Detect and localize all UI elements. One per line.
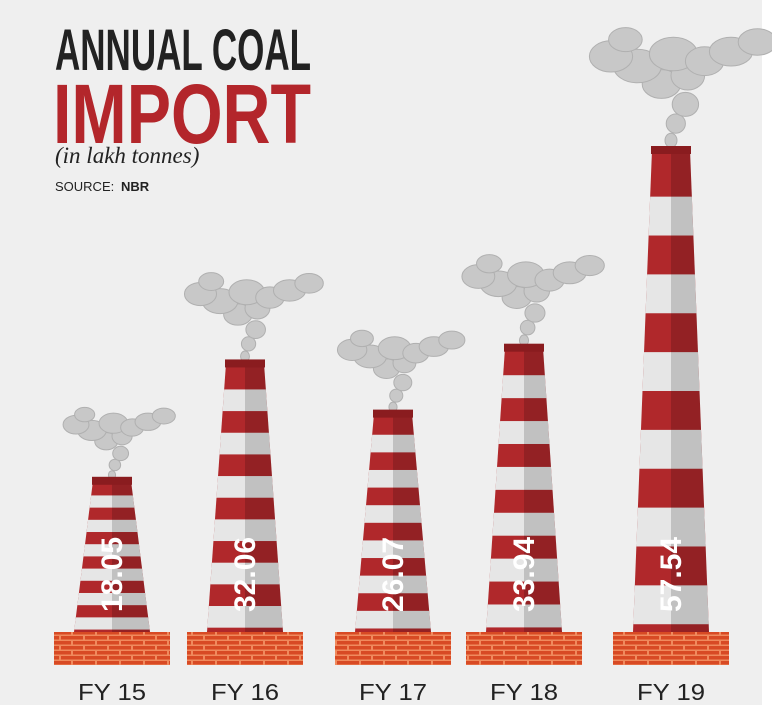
source-label: SOURCE: (55, 179, 114, 194)
value-label: 33.94 (508, 537, 541, 612)
smoke-puff (665, 133, 677, 147)
value-label: 26.07 (377, 537, 410, 612)
brick-base (54, 632, 170, 665)
chimney-cap (504, 344, 544, 352)
smoke-puff (672, 92, 698, 116)
smoke-puff (439, 331, 465, 349)
smoke-puff (575, 255, 604, 275)
smoke-puff (351, 330, 374, 346)
chart: ANNUAL COAL IMPORT (in lakh tonnes) SOUR… (0, 0, 772, 715)
smoke-puff (75, 407, 95, 421)
smoke-puff (525, 304, 545, 322)
smoke-puff (246, 321, 266, 339)
subtitle: (in lakh tonnes) (55, 143, 199, 168)
smoke-puff (520, 320, 535, 335)
smoke-puff (666, 114, 685, 133)
smoke-puff (738, 29, 772, 55)
brick-base (613, 632, 729, 665)
smoke-puff (113, 446, 129, 460)
smoke-puff (609, 28, 643, 52)
value-label: 32.06 (229, 537, 262, 612)
smoke-puff (152, 408, 175, 424)
x-tick-label: FY 15 (78, 679, 146, 705)
brick-base (335, 632, 451, 665)
brick-base (466, 632, 582, 665)
chimney-cap (92, 477, 132, 485)
x-tick-label: FY 19 (637, 679, 705, 705)
x-tick-label: FY 16 (211, 679, 279, 705)
smoke-puff (241, 337, 255, 351)
chimney-cap (373, 410, 413, 418)
smoke-puff (477, 255, 503, 273)
x-tick-label: FY 17 (359, 679, 427, 705)
x-tick-label: FY 18 (490, 679, 558, 705)
value-label: 57.54 (655, 537, 688, 612)
chimney-cap (651, 146, 691, 154)
brick-base (187, 632, 303, 665)
page: {"chart_data": {"type": "bar", "title": … (0, 0, 772, 715)
smoke-puff (295, 274, 323, 294)
smoke-puff (394, 374, 412, 390)
chimney-cap (225, 359, 265, 367)
value-label: 18.05 (96, 537, 129, 612)
smoke-puff (199, 273, 224, 291)
source: NBR (121, 179, 150, 194)
